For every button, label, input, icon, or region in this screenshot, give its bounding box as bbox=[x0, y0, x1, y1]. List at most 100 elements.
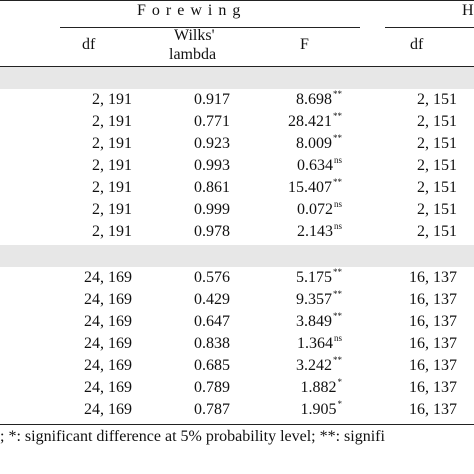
cell-f: 3.242** bbox=[260, 355, 342, 377]
hindwing-group-rule bbox=[385, 27, 474, 28]
f-value: 1.364 bbox=[296, 335, 333, 352]
cell-df-hindwing: 16, 137 bbox=[409, 401, 457, 418]
significance-mark: ** bbox=[333, 89, 342, 99]
f-value: 1.905 bbox=[300, 401, 337, 418]
cell-wilks-lambda: 0.923 bbox=[194, 135, 230, 152]
cell-f: 1.905* bbox=[260, 399, 343, 421]
cell-f: 15.407** bbox=[260, 177, 342, 199]
cell-df-hindwing: 2, 151 bbox=[417, 179, 457, 196]
cell-wilks-lambda: 0.838 bbox=[194, 335, 230, 352]
section-band-1 bbox=[0, 67, 474, 89]
table-row: 2, 191 0.861 15.407** 2, 151 bbox=[0, 177, 474, 199]
f-value: 3.849 bbox=[296, 313, 332, 330]
cell-wilks-lambda: 0.647 bbox=[194, 313, 230, 330]
f-value: 28.421 bbox=[288, 113, 332, 130]
cell-df-hindwing: 16, 137 bbox=[409, 313, 457, 330]
significance-mark: * bbox=[337, 399, 343, 409]
cell-df-hindwing: 16, 137 bbox=[409, 379, 457, 396]
cell-wilks-lambda: 0.993 bbox=[194, 157, 230, 174]
f-value: 1.882 bbox=[300, 379, 337, 396]
cell-df: 24, 169 bbox=[84, 335, 132, 352]
cell-wilks-lambda: 0.917 bbox=[194, 91, 230, 108]
table-row: 24, 169 0.787 1.905* 16, 137 bbox=[0, 399, 474, 421]
f-value: 8.009 bbox=[296, 135, 332, 152]
significance-mark: ** bbox=[333, 289, 342, 299]
col-header-df: df bbox=[82, 36, 96, 53]
forewing-group-rule bbox=[60, 27, 360, 28]
cell-df-hindwing: 2, 151 bbox=[417, 223, 457, 240]
significance-mark: ns bbox=[333, 155, 342, 165]
col-header-wilks-line2: lambda bbox=[169, 46, 217, 63]
cell-wilks-lambda: 0.787 bbox=[194, 401, 230, 418]
cell-df-hindwing: 2, 151 bbox=[417, 113, 457, 130]
table-row: 2, 191 0.978 2.143ns 2, 151 bbox=[0, 221, 474, 243]
cell-df: 24, 169 bbox=[84, 401, 132, 418]
significance-mark: * bbox=[337, 377, 343, 387]
cell-wilks-lambda: 0.576 bbox=[194, 269, 230, 286]
cell-wilks-lambda: 0.771 bbox=[194, 113, 230, 130]
significance-mark: ** bbox=[333, 177, 342, 187]
cell-wilks-lambda: 0.999 bbox=[194, 201, 230, 218]
table-row: 2, 191 0.917 8.698** 2, 151 bbox=[0, 89, 474, 111]
cell-df: 2, 191 bbox=[92, 157, 132, 174]
cell-f: 0.072ns bbox=[260, 199, 342, 221]
table-row: 24, 169 0.576 5.175** 16, 137 bbox=[0, 267, 474, 289]
cell-df: 2, 191 bbox=[92, 91, 132, 108]
cell-f: 1.882* bbox=[260, 377, 343, 399]
table-row: 2, 191 0.999 0.072ns 2, 151 bbox=[0, 199, 474, 221]
top-rule bbox=[0, 0, 474, 1]
footnote: ; *: significant difference at 5% probab… bbox=[0, 428, 385, 445]
significance-mark: ** bbox=[333, 311, 342, 321]
hindwing-group-title-partial: H bbox=[462, 2, 474, 19]
cell-df: 2, 191 bbox=[92, 135, 132, 152]
cell-wilks-lambda: 0.789 bbox=[194, 379, 230, 396]
table-row: 24, 169 0.647 3.849** 16, 137 bbox=[0, 311, 474, 333]
col-header-wilks-line1: Wilks' bbox=[174, 27, 215, 44]
significance-mark: ** bbox=[333, 267, 342, 277]
cell-df: 2, 191 bbox=[92, 179, 132, 196]
cell-df-hindwing: 16, 137 bbox=[409, 357, 457, 374]
f-value: 0.072 bbox=[296, 201, 333, 218]
cell-df: 2, 191 bbox=[92, 223, 132, 240]
cell-f: 9.357** bbox=[260, 289, 342, 311]
cell-f: 0.634ns bbox=[260, 155, 342, 177]
f-value: 9.357 bbox=[296, 291, 332, 308]
cell-df-hindwing: 16, 137 bbox=[409, 269, 457, 286]
significance-mark: ns bbox=[333, 221, 342, 231]
cell-f: 8.009** bbox=[260, 133, 342, 155]
table-row: 24, 169 0.789 1.882* 16, 137 bbox=[0, 377, 474, 399]
cell-df: 24, 169 bbox=[84, 313, 132, 330]
cell-wilks-lambda: 0.429 bbox=[194, 291, 230, 308]
table-row: 2, 191 0.993 0.634ns 2, 151 bbox=[0, 155, 474, 177]
cell-df: 24, 169 bbox=[84, 357, 132, 374]
cell-df: 24, 169 bbox=[84, 269, 132, 286]
cell-df-hindwing: 16, 137 bbox=[409, 291, 457, 308]
significance-mark: ns bbox=[333, 333, 342, 343]
cell-df: 2, 191 bbox=[92, 201, 132, 218]
f-value: 15.407 bbox=[288, 179, 332, 196]
cell-df-hindwing: 2, 151 bbox=[417, 157, 457, 174]
col-header-f: F bbox=[300, 36, 309, 53]
f-value: 5.175 bbox=[296, 269, 332, 286]
cell-wilks-lambda: 0.978 bbox=[194, 223, 230, 240]
cell-df-hindwing: 2, 151 bbox=[417, 135, 457, 152]
section-band-2 bbox=[0, 245, 474, 267]
cell-wilks-lambda: 0.861 bbox=[194, 179, 230, 196]
table-row: 24, 169 0.838 1.364ns 16, 137 bbox=[0, 333, 474, 355]
cell-f: 3.849** bbox=[260, 311, 342, 333]
f-value: 2.143 bbox=[296, 223, 333, 240]
header-rule bbox=[0, 66, 474, 67]
cell-f: 1.364ns bbox=[260, 333, 342, 355]
cell-f: 8.698** bbox=[260, 89, 342, 111]
cell-df-hindwing: 2, 151 bbox=[417, 201, 457, 218]
f-value: 3.242 bbox=[296, 357, 332, 374]
cell-f: 5.175** bbox=[260, 267, 342, 289]
cell-wilks-lambda: 0.685 bbox=[194, 357, 230, 374]
cell-f: 28.421** bbox=[260, 111, 342, 133]
table-row: 2, 191 0.923 8.009** 2, 151 bbox=[0, 133, 474, 155]
forewing-group-title: F o r e w i n g bbox=[137, 2, 242, 19]
cell-df-hindwing: 2, 151 bbox=[417, 91, 457, 108]
significance-mark: ** bbox=[333, 355, 342, 365]
cell-df-hindwing: 16, 137 bbox=[409, 335, 457, 352]
significance-mark: ** bbox=[333, 133, 342, 143]
